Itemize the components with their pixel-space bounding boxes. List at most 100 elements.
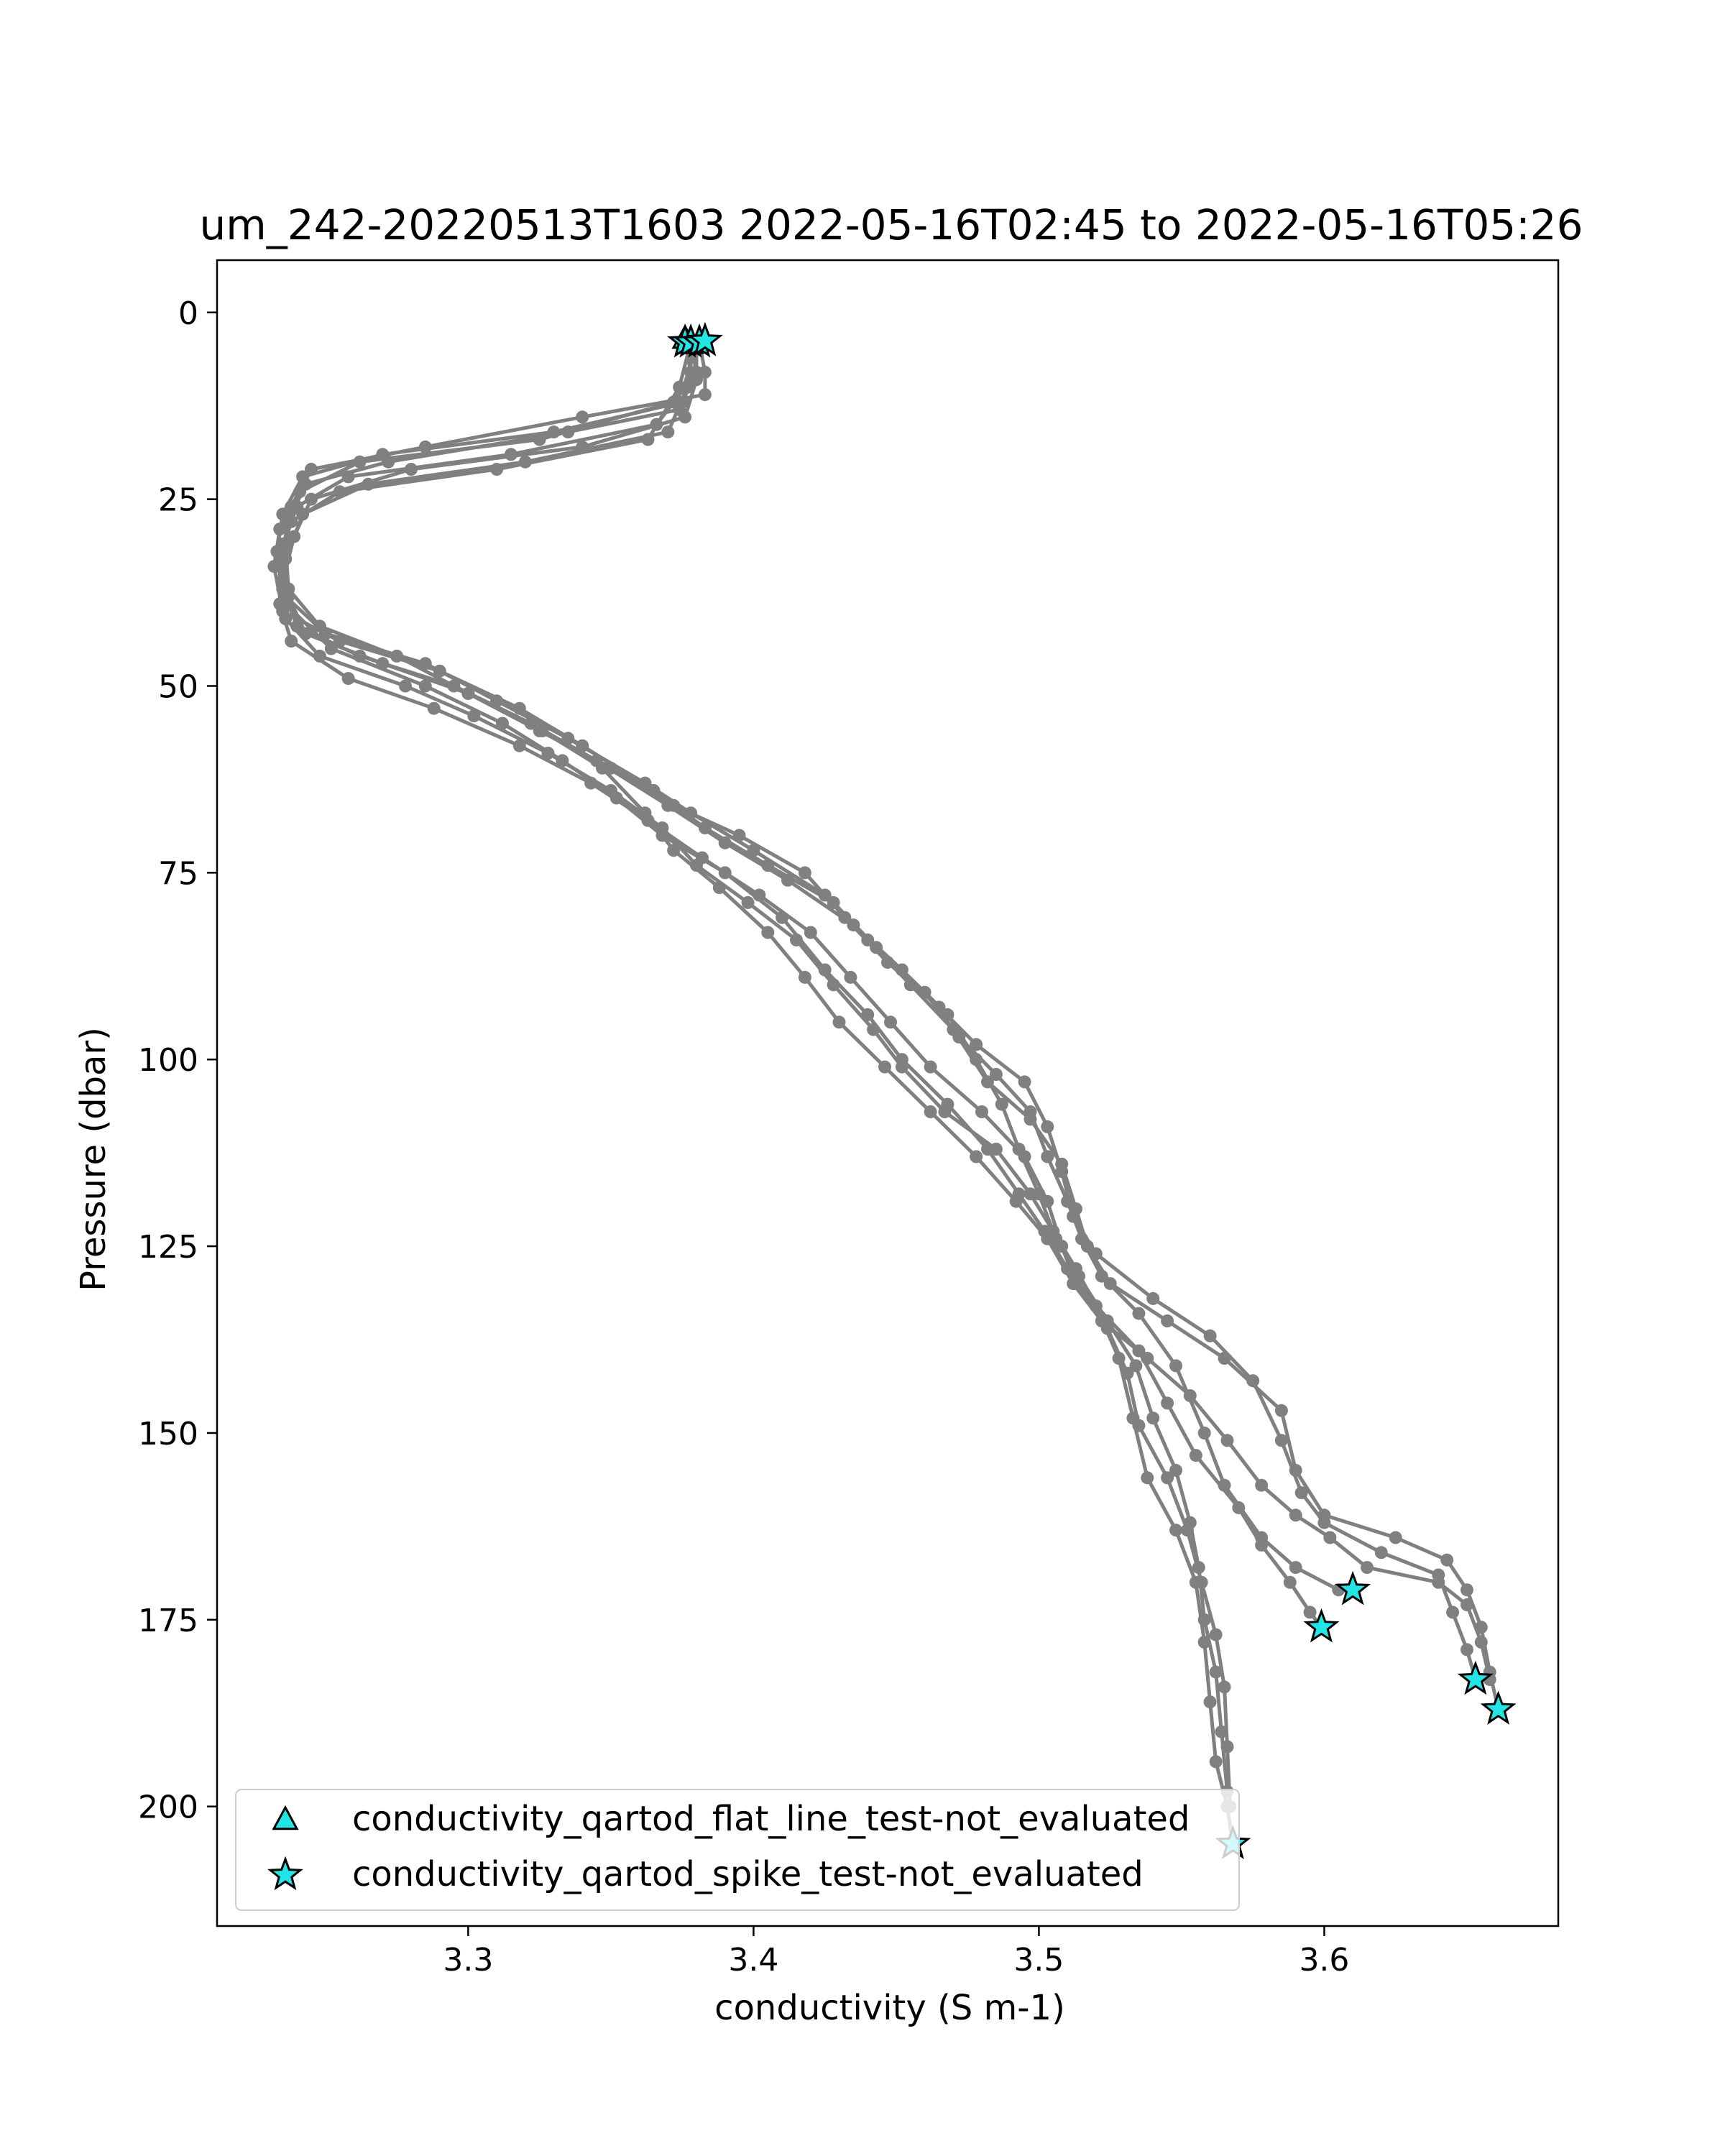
profile-point (596, 761, 609, 775)
profile-point (698, 365, 712, 379)
profile-point (975, 1105, 988, 1118)
profile-point (1055, 1165, 1069, 1179)
profile-point (282, 589, 295, 603)
spike-flag-marker (1335, 1570, 1371, 1606)
profile-point (844, 970, 857, 984)
profile-point (1183, 1389, 1197, 1402)
profile-point (382, 455, 395, 469)
plot-area-frame (216, 259, 1560, 1927)
x-tick-label: 3.6 (1299, 1942, 1349, 1978)
profile-point (285, 635, 298, 648)
profile-point (641, 433, 655, 446)
profile-point (433, 664, 446, 678)
spike-flag-marker (1457, 1660, 1494, 1695)
profile-point (1180, 1524, 1194, 1537)
profile-point (299, 477, 313, 491)
profile-point (847, 918, 860, 932)
y-tick-label: 100 (138, 1042, 198, 1079)
y-tick-label: 175 (138, 1603, 198, 1639)
profile-point (1197, 1427, 1211, 1439)
profile-point (353, 455, 367, 469)
profile-point (561, 425, 575, 439)
flag-markers-layer (667, 322, 1517, 1859)
profile-point (970, 1053, 983, 1067)
profile-point (790, 933, 803, 946)
profile-point (995, 1097, 1008, 1111)
profile-point (1317, 1516, 1331, 1529)
profile-point (1095, 1269, 1108, 1283)
profile-point (1432, 1575, 1445, 1589)
profile-point (1146, 1291, 1160, 1305)
profile-point (1440, 1553, 1454, 1567)
profile-point (1129, 1359, 1143, 1373)
profile-point (827, 978, 840, 992)
profile-point (1009, 1194, 1023, 1208)
profile-point (732, 829, 746, 842)
x-tick-label: 3.4 (728, 1942, 778, 1978)
profile-point (1220, 1434, 1234, 1447)
profile-point (673, 380, 686, 394)
profile-point (1246, 1374, 1260, 1388)
profile-point (698, 388, 712, 402)
profile-point (798, 866, 811, 880)
profile-point (535, 724, 549, 737)
profile-point (1018, 1150, 1031, 1164)
profile-point (512, 739, 526, 752)
profile-point (989, 1068, 1003, 1081)
profile-point (1161, 1471, 1174, 1485)
profile-point (305, 463, 318, 476)
profile-point (1169, 1359, 1182, 1373)
profile-point (1474, 1636, 1488, 1649)
profile-point (1289, 1508, 1302, 1522)
profile-point (753, 888, 766, 902)
profile-point (1055, 1240, 1069, 1253)
legend-star-icon (267, 1856, 303, 1891)
y-axis: 0 25 50 75 100 125 150 175 200 (138, 295, 217, 1826)
profile-point (1189, 1449, 1202, 1462)
profile-point (1460, 1643, 1473, 1657)
profile-point (1274, 1404, 1288, 1417)
profile-point (695, 851, 709, 865)
profile-point (1283, 1575, 1297, 1589)
profile-point (490, 463, 504, 476)
profile-point (667, 844, 681, 857)
profile-point (1132, 1419, 1146, 1432)
profile-point (1209, 1665, 1223, 1679)
chart-title: um_242-20220513T1603 2022-05-16T02:45 to… (200, 201, 1583, 249)
profile-point (1460, 1598, 1473, 1611)
profile-point (1061, 1194, 1075, 1208)
profile-point (1070, 1277, 1082, 1291)
profile-point (761, 926, 775, 939)
profile-point (341, 470, 355, 484)
profile-point (576, 410, 589, 424)
profile-point (678, 410, 692, 424)
profile-point (989, 1143, 1003, 1156)
y-tick-label: 50 (158, 668, 198, 705)
profile-point (884, 1015, 897, 1029)
profile-point (661, 798, 675, 812)
profile-point (1289, 1561, 1302, 1575)
profile-point (1294, 1486, 1308, 1500)
profile-point (341, 672, 355, 686)
profile-point (1195, 1575, 1208, 1589)
profile-point (1141, 1471, 1154, 1485)
profile-point (1141, 1352, 1154, 1365)
x-axis: 3.3 3.4 3.5 3.6 (443, 1926, 1349, 1978)
profile-point (461, 686, 475, 700)
profile-point (1209, 1755, 1223, 1769)
profile-point (376, 657, 390, 671)
profile-point (333, 485, 346, 499)
y-tick-label: 125 (138, 1229, 198, 1266)
profile-point (504, 448, 518, 461)
spike-flag-marker (686, 322, 723, 356)
profile-point (418, 679, 432, 693)
legend: conductivity_qartod_flat_line_test-not_e… (235, 1789, 1240, 1911)
profile-point (827, 895, 840, 909)
profile-point (661, 425, 675, 439)
x-tick-label: 3.5 (1013, 1942, 1064, 1978)
profiles-layer (267, 336, 1505, 1851)
profile-point (1169, 1524, 1182, 1537)
legend-triangle-icon (272, 1805, 299, 1830)
profile-point (427, 701, 441, 715)
profile-point (781, 873, 794, 887)
